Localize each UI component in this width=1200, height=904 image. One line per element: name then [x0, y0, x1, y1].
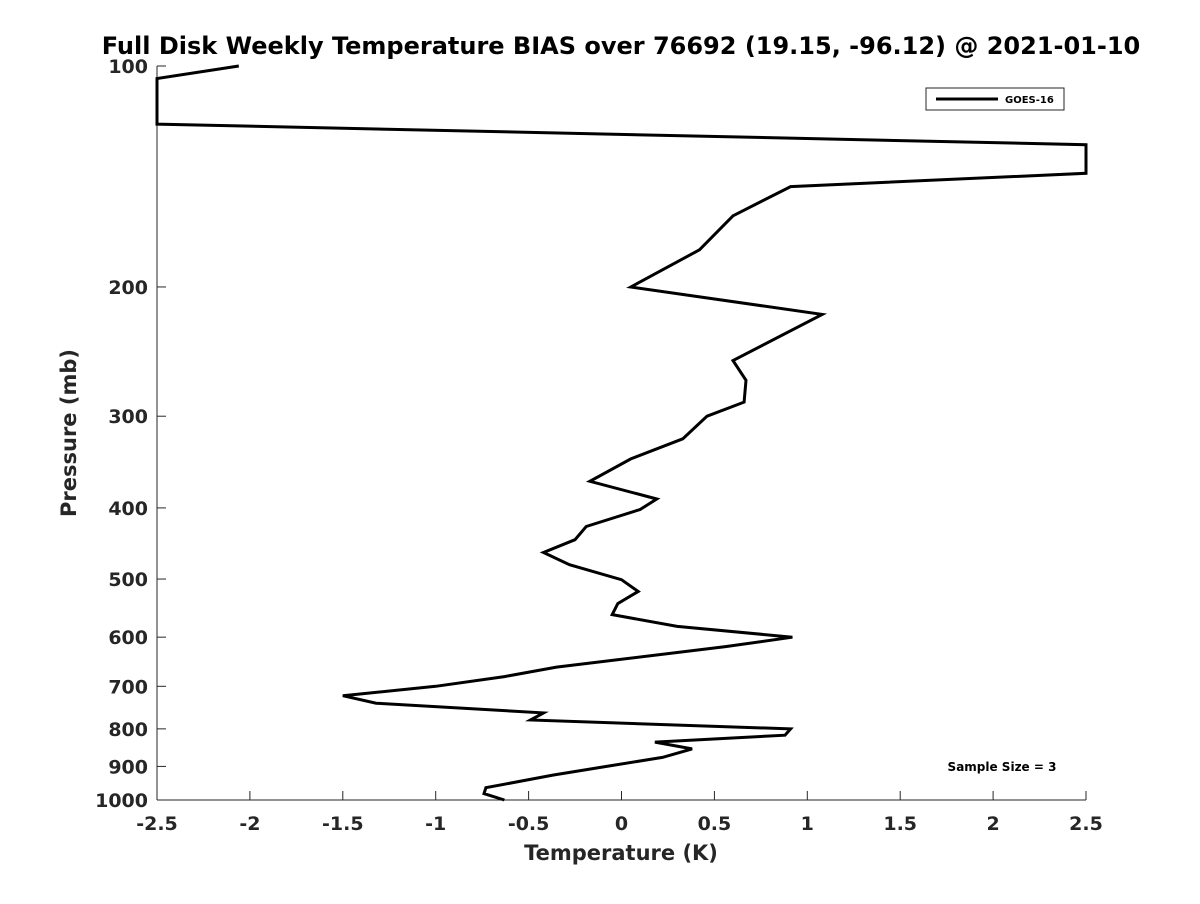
y-axis-label: Pressure (mb) — [57, 349, 81, 517]
series-line-goes-16 — [155, 64, 1088, 802]
x-tick-label: -2.5 — [136, 813, 178, 835]
y-tick-label: 200 — [108, 277, 148, 299]
y-tick-label: 500 — [108, 569, 148, 591]
y-tick-label: 600 — [108, 627, 148, 649]
y-ticks: 100 200 300 400 500 600 700 800 900 1000 — [95, 56, 166, 812]
x-tick-label: -1.5 — [322, 813, 364, 835]
x-tick-label: -2 — [239, 813, 260, 835]
x-axis-label: Temperature (K) — [524, 841, 718, 865]
x-tick-label: 0 — [615, 813, 628, 835]
legend-label-goes-16: GOES-16 — [1005, 95, 1054, 106]
x-tick-label: 1 — [801, 813, 814, 835]
legend: GOES-16 — [925, 87, 1065, 111]
y-tick-label: 300 — [108, 406, 148, 428]
x-tick-label: 0.5 — [698, 813, 732, 835]
chart-title: Full Disk Weekly Temperature BIAS over 7… — [102, 32, 1141, 60]
y-tick-label: 400 — [108, 498, 148, 520]
x-tick-label: 2 — [986, 813, 999, 835]
x-tick-label: -1 — [425, 813, 446, 835]
x-tick-label: 1.5 — [883, 813, 917, 835]
y-tick-label: 900 — [108, 756, 148, 778]
y-tick-label: 1000 — [95, 790, 148, 812]
series-layer — [155, 64, 1088, 802]
x-tick-label: 2.5 — [1069, 813, 1103, 835]
y-tick-label: 700 — [108, 676, 148, 698]
y-tick-label: 800 — [108, 719, 148, 741]
x-tick-label: -0.5 — [508, 813, 550, 835]
y-tick-label: 100 — [108, 56, 148, 78]
sample-size-annotation: Sample Size = 3 — [948, 760, 1057, 774]
x-ticks: -2.5 -2 -1.5 -1 -0.5 0 0.5 1 1.5 2 2.5 — [136, 791, 1103, 835]
